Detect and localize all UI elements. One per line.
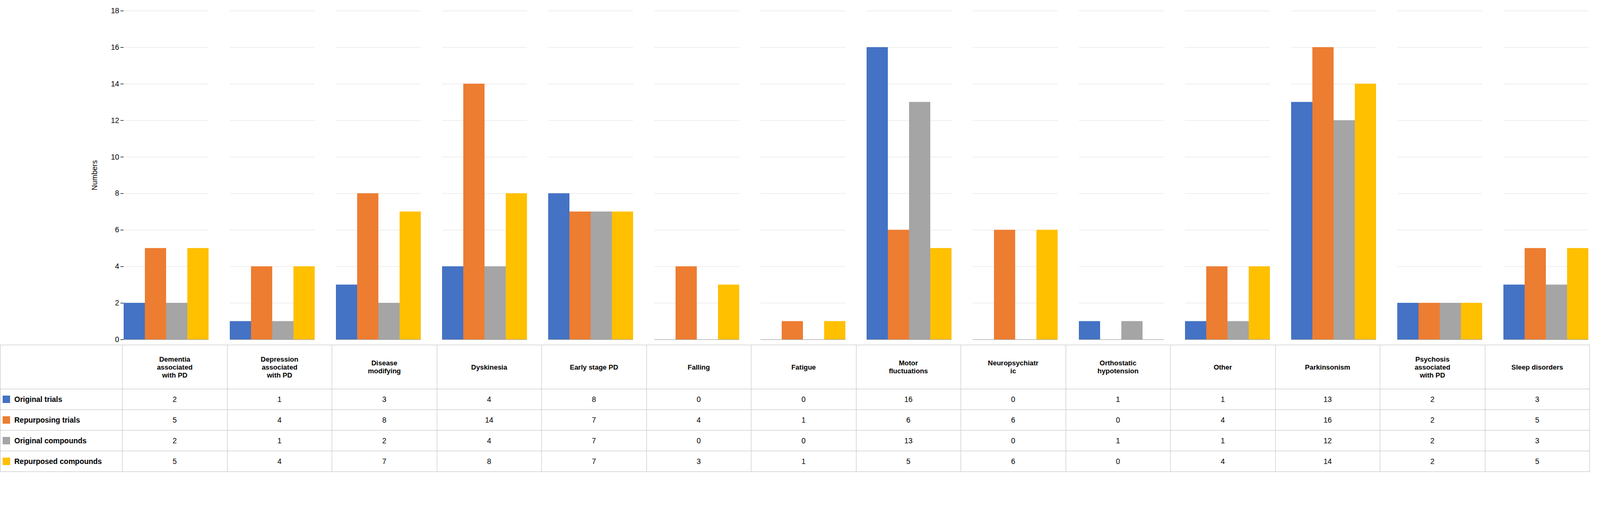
- html-text:2: 2: [1430, 395, 1435, 404]
- html-text:5: 5: [1535, 416, 1540, 425]
- html-text:1: 1: [277, 395, 282, 404]
- html-text:5: 5: [172, 457, 177, 466]
- html-text:Orthostatic hypotension: Orthostatic hypotension: [1097, 359, 1139, 376]
- html-text:7: 7: [591, 457, 597, 466]
- html-text:3: 3: [1535, 395, 1540, 404]
- html-text:4: 4: [696, 416, 701, 425]
- html-text:0: 0: [696, 395, 701, 404]
- html-text:0: 0: [696, 436, 701, 446]
- html-text:1: 1: [801, 416, 806, 425]
- html-text:4: 4: [487, 436, 492, 446]
- html-text:14: 14: [1323, 457, 1332, 466]
- html-text:7: 7: [382, 457, 387, 466]
- html-text:6: 6: [906, 416, 911, 425]
- html-text:0: 0: [801, 395, 806, 404]
- html-text:Falling: Falling: [687, 363, 710, 372]
- html-text:6: 6: [1011, 416, 1016, 425]
- svg-text:6: 6: [115, 225, 120, 235]
- html-text:4: 4: [277, 416, 282, 425]
- html-text:Motor fluctuations: Motor fluctuations: [888, 359, 928, 376]
- html-text:6: 6: [1011, 457, 1016, 466]
- html-text:2: 2: [1430, 416, 1435, 425]
- html-text:Repurposing trials: Repurposing trials: [14, 416, 80, 425]
- html-text:0: 0: [1011, 395, 1016, 404]
- svg-text:18: 18: [110, 6, 120, 15]
- html-text:Early stage PD: Early stage PD: [569, 363, 619, 372]
- html-text:12: 12: [1323, 436, 1332, 446]
- html-text:2: 2: [172, 395, 177, 404]
- html-text:8: 8: [382, 416, 387, 425]
- html-text:5: 5: [906, 457, 911, 466]
- html-text:Disease modifying: Disease modifying: [367, 359, 401, 376]
- html-text:Fatigue: Fatigue: [791, 363, 816, 372]
- html-text:3: 3: [1535, 436, 1540, 446]
- html-text:2: 2: [1430, 436, 1435, 446]
- html-text:1: 1: [1115, 436, 1121, 446]
- html-text:4: 4: [1220, 416, 1225, 425]
- html-text:3: 3: [382, 395, 387, 404]
- html-text:2: 2: [172, 436, 177, 446]
- svg-text:0: 0: [115, 335, 120, 344]
- html-text:16: 16: [904, 395, 913, 404]
- svg-text:12: 12: [110, 116, 120, 125]
- html-text:Original compounds: Original compounds: [14, 436, 87, 446]
- html-text:Sleep disorders: Sleep disorders: [1511, 363, 1564, 372]
- html-text:1: 1: [1220, 436, 1225, 446]
- html-text:0: 0: [801, 436, 806, 446]
- html-text:Dementia associated with PD: Dementia associated with PD: [156, 355, 193, 380]
- html-text:5: 5: [1535, 457, 1540, 466]
- html-text:0: 0: [1115, 457, 1121, 466]
- html-text:8: 8: [487, 457, 492, 466]
- html-text:4: 4: [487, 395, 492, 404]
- html-text:Psychosis associated with PD: Psychosis associated with PD: [1414, 355, 1451, 380]
- html-text:2: 2: [382, 436, 387, 446]
- html-text:Repurposed compounds: Repurposed compounds: [14, 457, 102, 466]
- html-text:1: 1: [1220, 395, 1225, 404]
- html-text:2: 2: [1430, 457, 1435, 466]
- html-text:14: 14: [485, 416, 494, 425]
- svg-text:14: 14: [110, 79, 120, 89]
- html-text:7: 7: [591, 436, 597, 446]
- html-text:Original trials: Original trials: [14, 395, 63, 404]
- html-text:13: 13: [1323, 395, 1332, 404]
- svg-text:2: 2: [115, 298, 120, 308]
- html-text:1: 1: [1115, 395, 1121, 404]
- html-text:Parkinsonism: Parkinsonism: [1304, 363, 1351, 372]
- svg-text:Numbers: Numbers: [90, 160, 99, 191]
- svg-text:4: 4: [115, 262, 120, 271]
- html-text:Depression associated with PD: Depression associated with PD: [260, 355, 299, 380]
- html-text:5: 5: [172, 416, 177, 425]
- html-text:8: 8: [591, 395, 597, 404]
- html-text:Other: Other: [1213, 363, 1233, 372]
- svg-text:10: 10: [110, 152, 120, 162]
- html-text:16: 16: [1323, 416, 1332, 425]
- html-text:13: 13: [904, 436, 913, 446]
- html-text:4: 4: [1220, 457, 1225, 466]
- html-text:0: 0: [1011, 436, 1016, 446]
- html-text:7: 7: [591, 416, 597, 425]
- html-text:Neuropsychiatr ic: Neuropsychiatr ic: [987, 359, 1039, 376]
- html-text:1: 1: [277, 436, 282, 446]
- html-text:Dyskinesia: Dyskinesia: [471, 363, 508, 372]
- svg-text:16: 16: [110, 42, 120, 52]
- html-text:3: 3: [696, 457, 701, 466]
- html-text:0: 0: [1115, 416, 1121, 425]
- svg-text:8: 8: [115, 188, 120, 198]
- html-text:1: 1: [801, 457, 806, 466]
- html-text:4: 4: [277, 457, 282, 466]
